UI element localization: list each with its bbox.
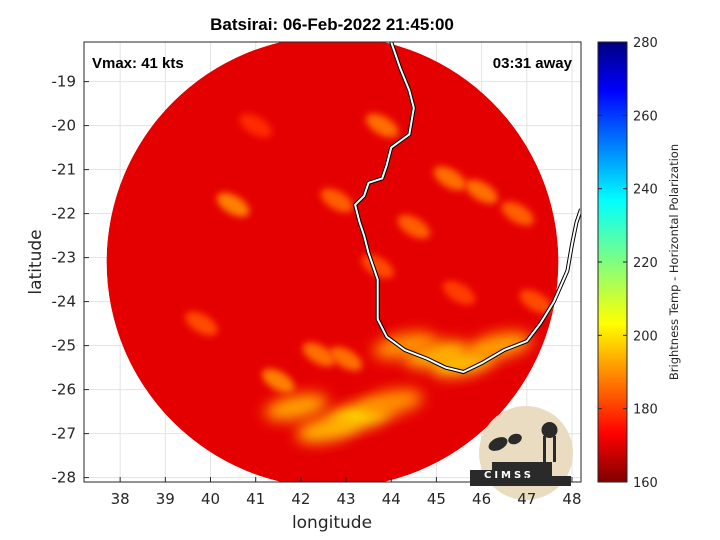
brightness-cell xyxy=(296,415,360,443)
vmax-annotation: Vmax: 41 kts xyxy=(92,55,184,72)
logo-dish-small-icon xyxy=(508,433,522,445)
brightness-cell xyxy=(359,389,423,417)
brightness-cell xyxy=(397,214,431,239)
colorbar-ticks: 280 260 240 220 200 180 160 xyxy=(598,36,658,491)
logo-building xyxy=(470,462,571,486)
brightness-cell xyxy=(365,113,399,138)
y-tick-label: -26 xyxy=(52,381,77,399)
x-tick-label: 44 xyxy=(382,490,401,508)
coastline xyxy=(353,42,581,374)
brightness-cell xyxy=(216,192,250,217)
x-tick-label: 41 xyxy=(246,490,265,508)
brightness-cell xyxy=(320,188,354,213)
time-away-annotation: 03:31 away xyxy=(493,55,573,72)
plot-frame xyxy=(83,41,582,483)
cimss-logo: CIMSS xyxy=(470,406,573,500)
x-tick-label: 45 xyxy=(427,490,446,508)
colorbar-label: Brightness Temp - Horizontal Polarizatio… xyxy=(667,144,681,380)
brightness-cell xyxy=(239,113,272,138)
brightness-cell xyxy=(433,166,467,191)
x-tick-label: 42 xyxy=(291,490,310,508)
y-tick-label: -19 xyxy=(52,73,77,91)
logo-tower-leg xyxy=(553,436,556,462)
brightness-cell xyxy=(264,393,328,421)
chart-title: Batsirai: 06-Feb-2022 21:45:00 xyxy=(210,15,454,34)
brightness-cell xyxy=(185,311,218,336)
y-tick-label: -21 xyxy=(52,161,77,179)
colorbar xyxy=(597,41,628,483)
y-tick-label: -27 xyxy=(52,425,77,443)
y-tick-label: -28 xyxy=(52,469,77,487)
brightness-cell xyxy=(519,289,553,314)
x-tick-label: 47 xyxy=(517,490,536,508)
y-tick-label: -20 xyxy=(52,117,77,135)
brightness-cell xyxy=(465,179,498,204)
y-tick-label: -23 xyxy=(52,249,77,267)
logo-dish-icon xyxy=(488,437,508,451)
brightness-cell xyxy=(468,332,532,360)
y-tick-label: -24 xyxy=(52,293,77,311)
x-tick-label: 48 xyxy=(562,490,581,508)
colorbar-tick-label: 260 xyxy=(633,109,658,124)
x-tick-label: 40 xyxy=(201,490,220,508)
microwave-swath xyxy=(106,42,559,482)
colorbar-tick-label: 280 xyxy=(633,36,658,51)
y-tick-label: -25 xyxy=(52,337,77,355)
colorbar-tick-label: 240 xyxy=(633,183,658,198)
x-axis-label: longitude xyxy=(292,513,372,533)
colorbar-tick-label: 220 xyxy=(633,256,658,271)
brightness-cell xyxy=(501,201,534,226)
y-axis: -19 -20 -21 -22 -23 -24 -25 -26 -27 -28 xyxy=(52,73,89,487)
logo-text: CIMSS xyxy=(484,470,534,481)
plot-content xyxy=(106,42,581,482)
x-tick-label: 39 xyxy=(156,490,175,508)
brightness-cell xyxy=(442,280,476,305)
x-tick-label: 43 xyxy=(337,490,356,508)
colorbar-tick-label: 200 xyxy=(633,329,658,344)
logo-water-tower-icon xyxy=(541,422,558,438)
logo-tower-leg xyxy=(543,436,546,462)
brightness-cell xyxy=(329,346,363,371)
brightness-cell xyxy=(262,368,295,393)
x-tick-label: 38 xyxy=(111,490,130,508)
brightness-cell xyxy=(302,342,336,367)
x-axis: 38 39 40 41 42 43 44 45 46 47 48 xyxy=(111,477,582,508)
x-tick-label: 46 xyxy=(472,490,491,508)
colorbar-tick-label: 180 xyxy=(633,403,658,418)
y-axis-label: latitude xyxy=(26,229,46,294)
colorbar-tick-label: 160 xyxy=(633,476,658,491)
y-tick-label: -22 xyxy=(52,205,77,223)
